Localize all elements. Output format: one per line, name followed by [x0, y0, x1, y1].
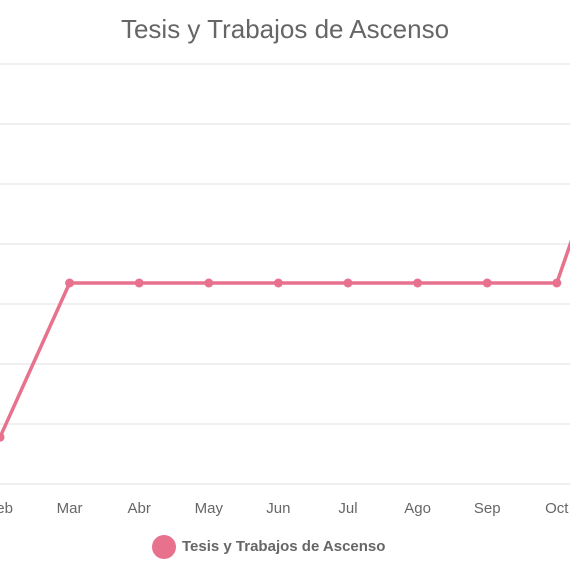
series-line [0, 239, 570, 438]
data-point [343, 278, 353, 288]
x-tick-label: May [195, 500, 224, 517]
x-tick-label: Jun [266, 500, 290, 517]
x-tick-label: Sep [474, 500, 501, 517]
x-tick-label: Jul [338, 500, 357, 517]
x-tick-label: Oct [545, 500, 569, 517]
data-point [134, 278, 144, 288]
x-tick-label: Mar [57, 500, 83, 517]
data-point [65, 278, 75, 288]
x-tick-label: Abr [128, 500, 151, 517]
legend-marker [152, 535, 176, 559]
data-point [552, 278, 562, 288]
x-tick-label: Feb [0, 500, 13, 517]
data-point [413, 278, 423, 288]
data-point [0, 432, 5, 442]
data-point [482, 278, 492, 288]
chart-title: Tesis y Trabajos de Ascenso [121, 14, 449, 44]
legend-label: Tesis y Trabajos de Ascenso [182, 538, 385, 555]
data-point [273, 278, 283, 288]
data-point [204, 278, 214, 288]
x-tick-label: Ago [404, 500, 431, 517]
